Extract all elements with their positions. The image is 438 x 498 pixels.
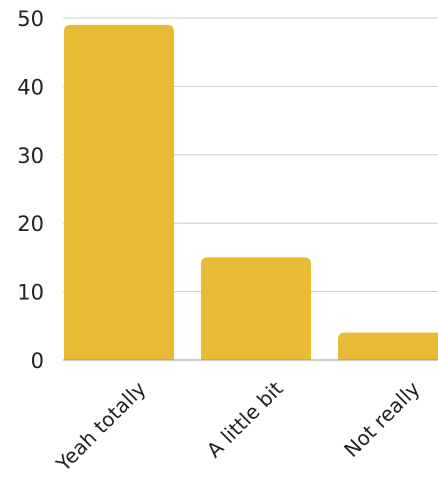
x-tick-label: Yeah totally <box>51 376 151 476</box>
y-tick-label: 0 <box>31 349 44 373</box>
y-tick-label: 30 <box>17 144 44 168</box>
bar-yeah-totally <box>64 24 174 361</box>
y-tick-label: 20 <box>17 212 44 236</box>
y-tick-label: 10 <box>17 281 44 305</box>
bars <box>64 24 438 361</box>
x-tick-label: A little bit <box>202 376 288 462</box>
y-tick-label: 50 <box>17 7 44 31</box>
bar-a-little-bit <box>201 257 311 360</box>
bar-not-really <box>338 332 438 360</box>
y-tick-label: 40 <box>17 75 44 99</box>
x-tick-label: Not really <box>339 376 424 461</box>
